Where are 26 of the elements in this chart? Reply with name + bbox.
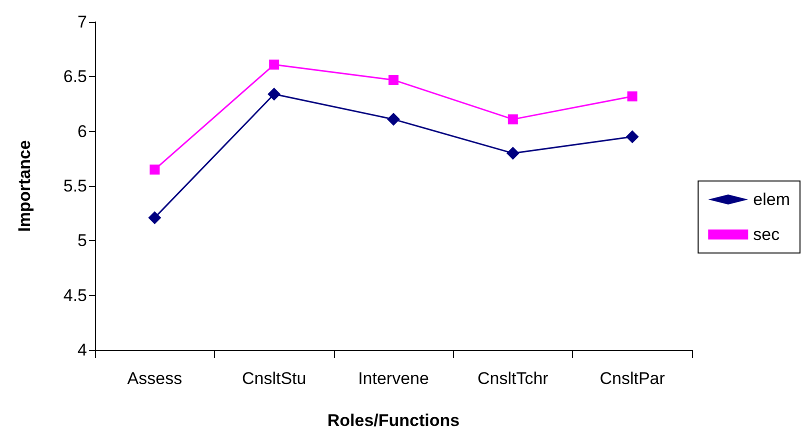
x-tick-label: CnsltStu [242, 369, 306, 388]
x-axis-title: Roles/Functions [327, 411, 460, 430]
point [148, 211, 162, 224]
point [627, 91, 638, 102]
y-tick-label: 4.5 [63, 286, 87, 305]
point [388, 74, 398, 85]
point [150, 164, 160, 175]
legend-label: elem [753, 190, 790, 209]
x-tick-label: CnsltTchr [477, 369, 549, 388]
point [387, 112, 400, 126]
y-tick-label: 5 [78, 231, 87, 250]
point [506, 146, 520, 160]
y-tick-label: 6.5 [63, 67, 87, 86]
point [269, 60, 280, 70]
x-tick-label: Assess [127, 369, 182, 388]
y-axis-title: Importance [15, 140, 34, 232]
x-tick-label: Intervene [358, 369, 429, 388]
y-tick-label: 4 [78, 340, 87, 360]
y-tick-label: 5.5 [63, 176, 87, 196]
point [268, 88, 281, 101]
y-tick-label: 6 [78, 122, 87, 141]
point [508, 114, 518, 124]
y-tick-label: 7 [78, 12, 87, 32]
point [626, 130, 639, 144]
x-tick-label: CnsltPar [600, 369, 666, 388]
legend-label: sec [753, 225, 780, 244]
